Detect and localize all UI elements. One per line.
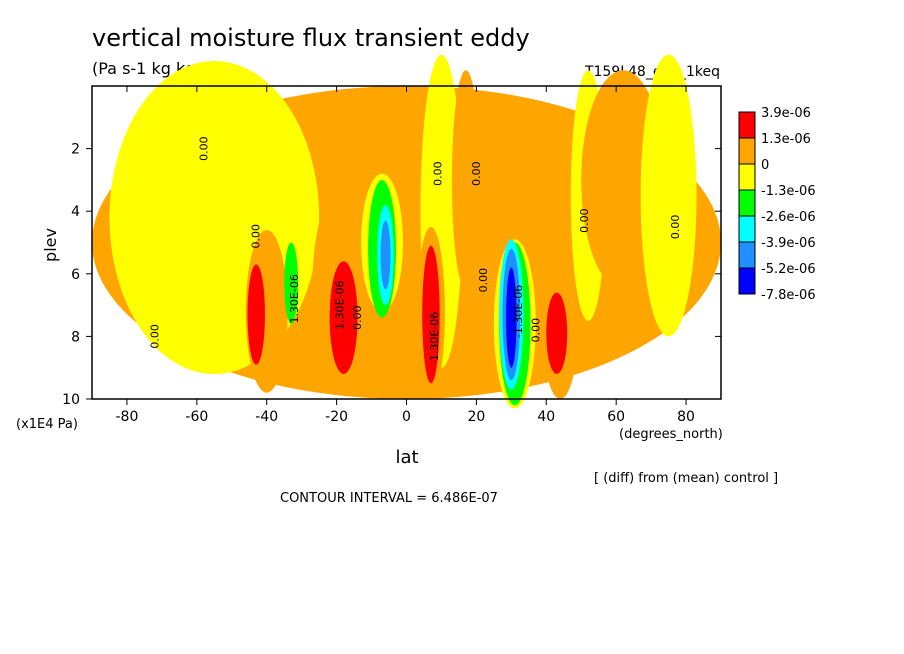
contour-interval: CONTOUR INTERVAL = 6.486E-07 <box>280 491 498 506</box>
field-region <box>546 292 568 374</box>
x-tick-label: 0 <box>402 409 411 425</box>
contour-label: 0.00 <box>431 161 444 186</box>
colorbar-label: 0 <box>761 158 769 173</box>
x-tick-label: -20 <box>325 409 348 425</box>
field-region <box>640 54 697 337</box>
x-tick-label: 40 <box>537 409 555 425</box>
field-region <box>422 245 440 384</box>
contour-label: 0.00 <box>578 208 591 233</box>
contour-label: 0.00 <box>470 161 483 186</box>
colorbar-swatch <box>738 189 756 217</box>
run-label: T159L48_eml_1keq <box>584 64 720 80</box>
field-region <box>451 70 480 290</box>
contour-label: 0.00 <box>477 268 490 293</box>
contour-label: 0.00 <box>351 305 364 330</box>
colorbar-label: 1.3e-06 <box>761 132 811 147</box>
contour-label: 1.30E-06 <box>334 280 347 329</box>
colorbar-label: -7.8e-06 <box>761 288 816 303</box>
contour-label: 0.00 <box>197 136 210 161</box>
colorbar-label: -3.9e-06 <box>761 236 816 251</box>
x-tick-label: 20 <box>467 409 485 425</box>
y-axis-label: plev <box>41 228 60 262</box>
contour-label: 0.00 <box>148 324 161 349</box>
chart-title: vertical moisture flux transient eddy <box>92 24 530 52</box>
x-tick-label: -80 <box>116 409 139 425</box>
colorbar-swatch <box>738 215 756 243</box>
x-tick-label: 60 <box>607 409 625 425</box>
field-region <box>284 242 299 324</box>
colorbar-swatch <box>738 163 756 191</box>
colorbar-swatch <box>738 111 756 139</box>
x-axis-label: lat <box>395 447 418 468</box>
y-tick-label: 2 <box>71 142 80 158</box>
plot-area: 0.00 0.00 0.00 1.30E-06 0.00 0.00 0.00 0.00 0.00… <box>91 54 722 409</box>
contour-label: 0.00 <box>250 224 263 249</box>
x-axis-units: (degrees_north) <box>619 427 723 442</box>
y-tick-label: 6 <box>71 267 80 283</box>
colorbar-label: 3.9e-06 <box>761 106 811 121</box>
contour-label: -1.30E-06 <box>512 285 525 338</box>
field-region <box>380 220 391 290</box>
colorbar-label: -2.6e-06 <box>761 210 816 225</box>
y-tick-label: 10 <box>62 392 80 408</box>
contour-label: 0.00 <box>669 215 682 240</box>
colorbar-swatch <box>738 137 756 165</box>
colorbar-swatch <box>738 267 756 295</box>
contour-label: 1.30E-06 <box>428 312 441 361</box>
colorbar-label: -1.3e-06 <box>761 184 816 199</box>
colorbar-swatch <box>738 241 756 269</box>
field-region <box>109 60 320 374</box>
diff-note: [ (diff) from (mean) control ] <box>594 471 778 486</box>
x-tick-label: -40 <box>255 409 278 425</box>
field-region <box>247 264 265 365</box>
contour-label: 0.00 <box>529 318 542 343</box>
y-tick-label: 4 <box>71 204 80 220</box>
field-region <box>329 261 358 374</box>
colorbar: 3.9e-06 1.3e-06 0 -1.3e-06 -2.6e-06 -3.9e-06 -… <box>738 106 816 303</box>
x-tick-label: 80 <box>677 409 695 425</box>
axis-ticks: -80 -60 -40 -20 0 20 40 60 80 2 4 6 8 10 <box>62 86 721 425</box>
y-axis-units: (x1E4 Pa) <box>16 417 78 432</box>
y-tick-label: 8 <box>71 329 80 345</box>
x-tick-label: -60 <box>185 409 208 425</box>
contour-label: 1.30E-06 <box>288 274 301 323</box>
colorbar-label: -5.2e-06 <box>761 262 816 277</box>
field-region <box>506 267 517 368</box>
